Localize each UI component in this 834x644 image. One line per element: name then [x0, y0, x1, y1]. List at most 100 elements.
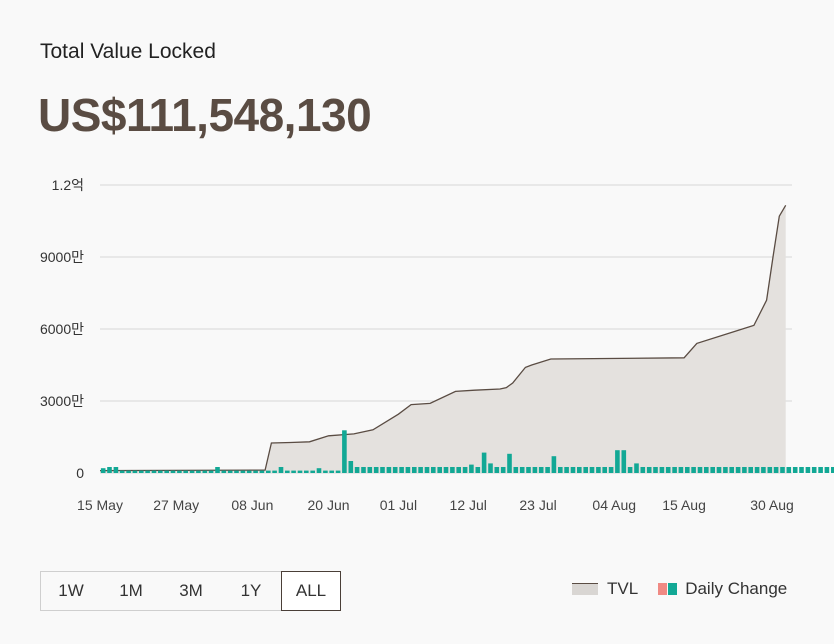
tvl-legend-label: TVL [607, 579, 639, 598]
daily-change-bar-positive [418, 467, 423, 473]
daily-change-bar-positive [646, 467, 652, 473]
daily-change-bar-positive [729, 467, 734, 473]
daily-change-bar-positive [475, 467, 481, 473]
daily-change-bar-positive [792, 467, 798, 473]
daily-change-bar-positive [139, 470, 144, 473]
tvl-value: US$111,548,130 [38, 89, 372, 141]
daily-change-bar-positive [316, 468, 322, 473]
y-tick-label: 0 [76, 465, 84, 481]
daily-change-bar-positive [234, 470, 239, 473]
daily-change-bar-positive [386, 467, 392, 473]
daily-change-bar-positive [754, 467, 760, 473]
daily-change-bar-positive [500, 467, 506, 473]
daily-change-bar-positive [456, 467, 461, 473]
daily-change-bar-positive [761, 467, 766, 473]
x-tick-label: 12 Jul [450, 497, 487, 513]
daily-change-bar-positive [183, 470, 188, 473]
daily-change-bar-positive [107, 467, 112, 473]
daily-change-bar-positive [602, 467, 607, 473]
daily-change-bar-positive [202, 470, 208, 473]
daily-change-bar-positive [437, 467, 442, 473]
x-tick-label: 15 Aug [662, 497, 706, 513]
daily-change-bar-positive [443, 467, 449, 473]
daily-change-bar-positive [608, 467, 614, 473]
daily-change-bar-positive [373, 467, 379, 473]
y-tick-label: 6000만 [40, 321, 84, 337]
time-range-selector: 1W 1M 3M 1Y ALL [40, 571, 341, 611]
range-button-1w[interactable]: 1W [58, 581, 84, 600]
daily-change-bar-positive [685, 467, 690, 473]
daily-change-bar-positive [735, 467, 741, 473]
daily-change-bar-positive [170, 470, 176, 473]
daily-change-bar-positive [596, 467, 601, 473]
daily-change-bar-positive [354, 467, 360, 473]
daily-change-bar-positive [266, 470, 271, 473]
daily-change-bar-positive [431, 467, 436, 473]
range-button-1y[interactable]: 1Y [240, 581, 262, 600]
daily-change-bar-positive [767, 467, 773, 473]
daily-change-bar-positive [348, 461, 354, 473]
daily-change-bar-positive [507, 453, 512, 473]
range-button-1m[interactable]: 1M [119, 581, 143, 600]
daily-change-bar-positive [177, 470, 182, 473]
daily-change-bar-positive [259, 470, 265, 473]
daily-change-bar-positive [246, 470, 252, 473]
positive-change-swatch [668, 583, 678, 595]
daily-change-bar-positive [786, 467, 792, 473]
daily-change-bar-positive [342, 430, 347, 473]
daily-change-bar-positive [558, 467, 563, 473]
daily-change-bar-positive [310, 470, 315, 473]
daily-change-bar-positive [831, 467, 834, 473]
daily-change-bar-positive [672, 467, 677, 473]
tvl-chart: 0 3000만 6000만 9000만 1.2억 15 May 27 May 08 Jun 20… [40, 177, 834, 513]
daily-change-bar-positive [488, 463, 493, 473]
chart-legend: TVL Daily Change [572, 579, 787, 599]
daily-change-bar-positive [412, 467, 417, 473]
daily-change-bar-positive [291, 470, 296, 473]
daily-change-bar-positive [100, 468, 106, 473]
daily-change-bar-positive [361, 467, 366, 473]
daily-change-bar-positive [285, 470, 290, 473]
daily-change-legend-label: Daily Change [685, 579, 788, 598]
range-button-all[interactable]: ALL [281, 571, 341, 611]
daily-change-bar-positive [577, 467, 582, 473]
daily-change-bar-positive [132, 470, 138, 473]
daily-change-bar-positive [221, 470, 227, 473]
x-tick-label: 01 Jul [380, 497, 417, 513]
negative-change-swatch [658, 583, 668, 595]
daily-change-bar-positive [634, 463, 639, 473]
daily-change-bar-positive [215, 467, 220, 473]
daily-change-bar-positive [196, 470, 201, 473]
daily-change-bar-positive [481, 452, 487, 473]
daily-change-bar-positive [818, 467, 823, 473]
x-tick-label: 20 Jun [308, 497, 350, 513]
daily-change-bar-positive [469, 464, 474, 473]
daily-change-bar-positive [716, 467, 722, 473]
tvl-area [100, 205, 786, 474]
daily-change-bar-positive [659, 467, 665, 473]
daily-change-bar-positive [304, 470, 309, 473]
daily-change-bar-positive [158, 470, 163, 473]
daily-change-bar-positive [545, 467, 550, 473]
daily-change-bar-positive [723, 467, 728, 473]
y-tick-label: 1.2억 [52, 177, 84, 193]
daily-change-bar-positive [272, 470, 277, 473]
daily-change-bar-positive [240, 470, 246, 473]
daily-change-bar-positive [748, 467, 753, 473]
daily-change-bar-positive [119, 470, 125, 473]
daily-change-bar-positive [697, 467, 703, 473]
x-tick-label: 27 May [153, 497, 199, 513]
daily-change-bar-positive [710, 467, 715, 473]
tvl-legend-swatch [572, 583, 598, 595]
daily-change-bar-positive [627, 467, 633, 473]
range-button-3m[interactable]: 3M [179, 581, 203, 600]
daily-change-bar-positive [653, 467, 658, 473]
daily-change-bar-positive [424, 467, 430, 473]
daily-change-bar-positive [113, 467, 119, 473]
daily-change-bar-positive [538, 467, 544, 473]
daily-change-bar-positive [335, 470, 341, 473]
daily-change-bar-positive [773, 467, 779, 473]
daily-change-bar-positive [805, 467, 811, 473]
daily-change-bar-positive [513, 467, 519, 473]
daily-change-bar-positive [824, 467, 830, 473]
